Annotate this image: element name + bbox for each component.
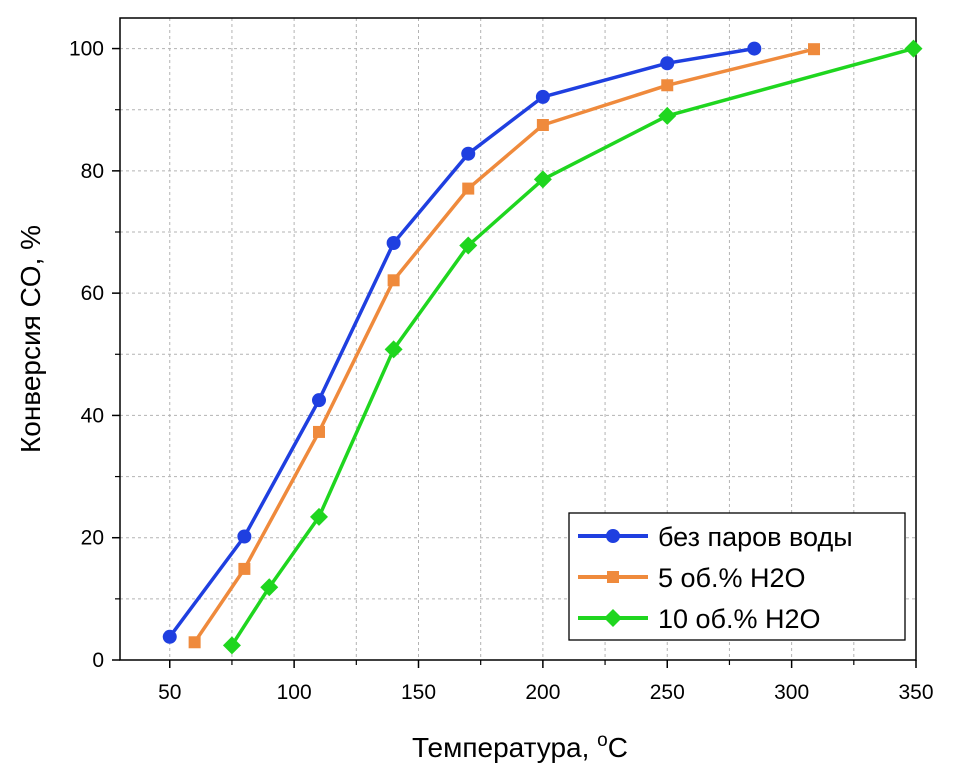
y-axis-title: Конверсия CO, %: [15, 225, 46, 453]
legend-label: 5 об.% H2O: [658, 563, 806, 593]
legend-label: без паров воды: [658, 522, 853, 552]
y-tick-label: 100: [69, 38, 104, 61]
legend: без паров воды 5 об.% H2O 10 об.% H2O: [568, 512, 906, 641]
legend-item-series-1: без паров воды: [578, 522, 853, 552]
data-point: [188, 636, 201, 649]
x-tick-label: 50: [158, 681, 181, 704]
y-tick-label: 40: [81, 404, 104, 427]
data-point: [462, 182, 475, 195]
data-point: [162, 629, 177, 644]
series-line: [193, 47, 815, 644]
data-point: [535, 89, 550, 104]
legend-label: 10 об.% H2O: [658, 604, 821, 634]
legend-swatch-marker: [606, 529, 620, 543]
series-2: [188, 43, 821, 649]
data-point: [384, 340, 403, 359]
data-point: [310, 507, 328, 526]
data-point: [238, 562, 251, 575]
plot-frame: [119, 17, 917, 661]
x-tick-label: 200: [525, 681, 560, 704]
data-point: [387, 274, 400, 287]
data-point: [222, 636, 241, 655]
series-3: [222, 39, 923, 655]
data-point: [808, 43, 821, 56]
series-line: [230, 46, 914, 647]
data-point: [459, 236, 478, 255]
legend-swatch-marker: [607, 571, 619, 583]
data-point: [237, 529, 252, 544]
y-tick-label: 60: [81, 282, 104, 305]
data-point: [658, 106, 677, 125]
data-point: [260, 578, 279, 597]
series-1: [162, 41, 762, 644]
series-layer: [162, 39, 923, 655]
legend-swatch-marker: [604, 609, 622, 627]
x-tick-label: 100: [277, 681, 312, 704]
x-tick-label: 150: [401, 681, 436, 704]
x-tick-label: 250: [650, 681, 685, 704]
data-point: [533, 170, 552, 189]
data-point: [536, 119, 549, 131]
data-point: [661, 79, 674, 92]
y-tick-label: 20: [81, 527, 104, 550]
legend-item-series-2: 5 об.% H2O: [578, 563, 806, 593]
data-point: [313, 425, 325, 438]
legend-item-series-3: 10 об.% H2O: [578, 604, 821, 634]
data-point: [386, 236, 401, 251]
x-tick-label: 300: [774, 681, 809, 704]
data-point: [660, 56, 675, 71]
data-point: [461, 146, 476, 161]
data-point: [747, 41, 762, 56]
y-tick-label: 0: [92, 649, 104, 672]
data-point: [904, 39, 923, 58]
data-point: [312, 393, 326, 408]
x-axis-title: Температура, oC: [412, 730, 628, 763]
series-line: [168, 46, 755, 638]
y-tick-label: 80: [81, 160, 104, 183]
axis-ticks: 50 100 150 200 250 300 350 0 20 40 60 80 100: [69, 38, 934, 704]
x-tick-label: 350: [898, 681, 933, 704]
